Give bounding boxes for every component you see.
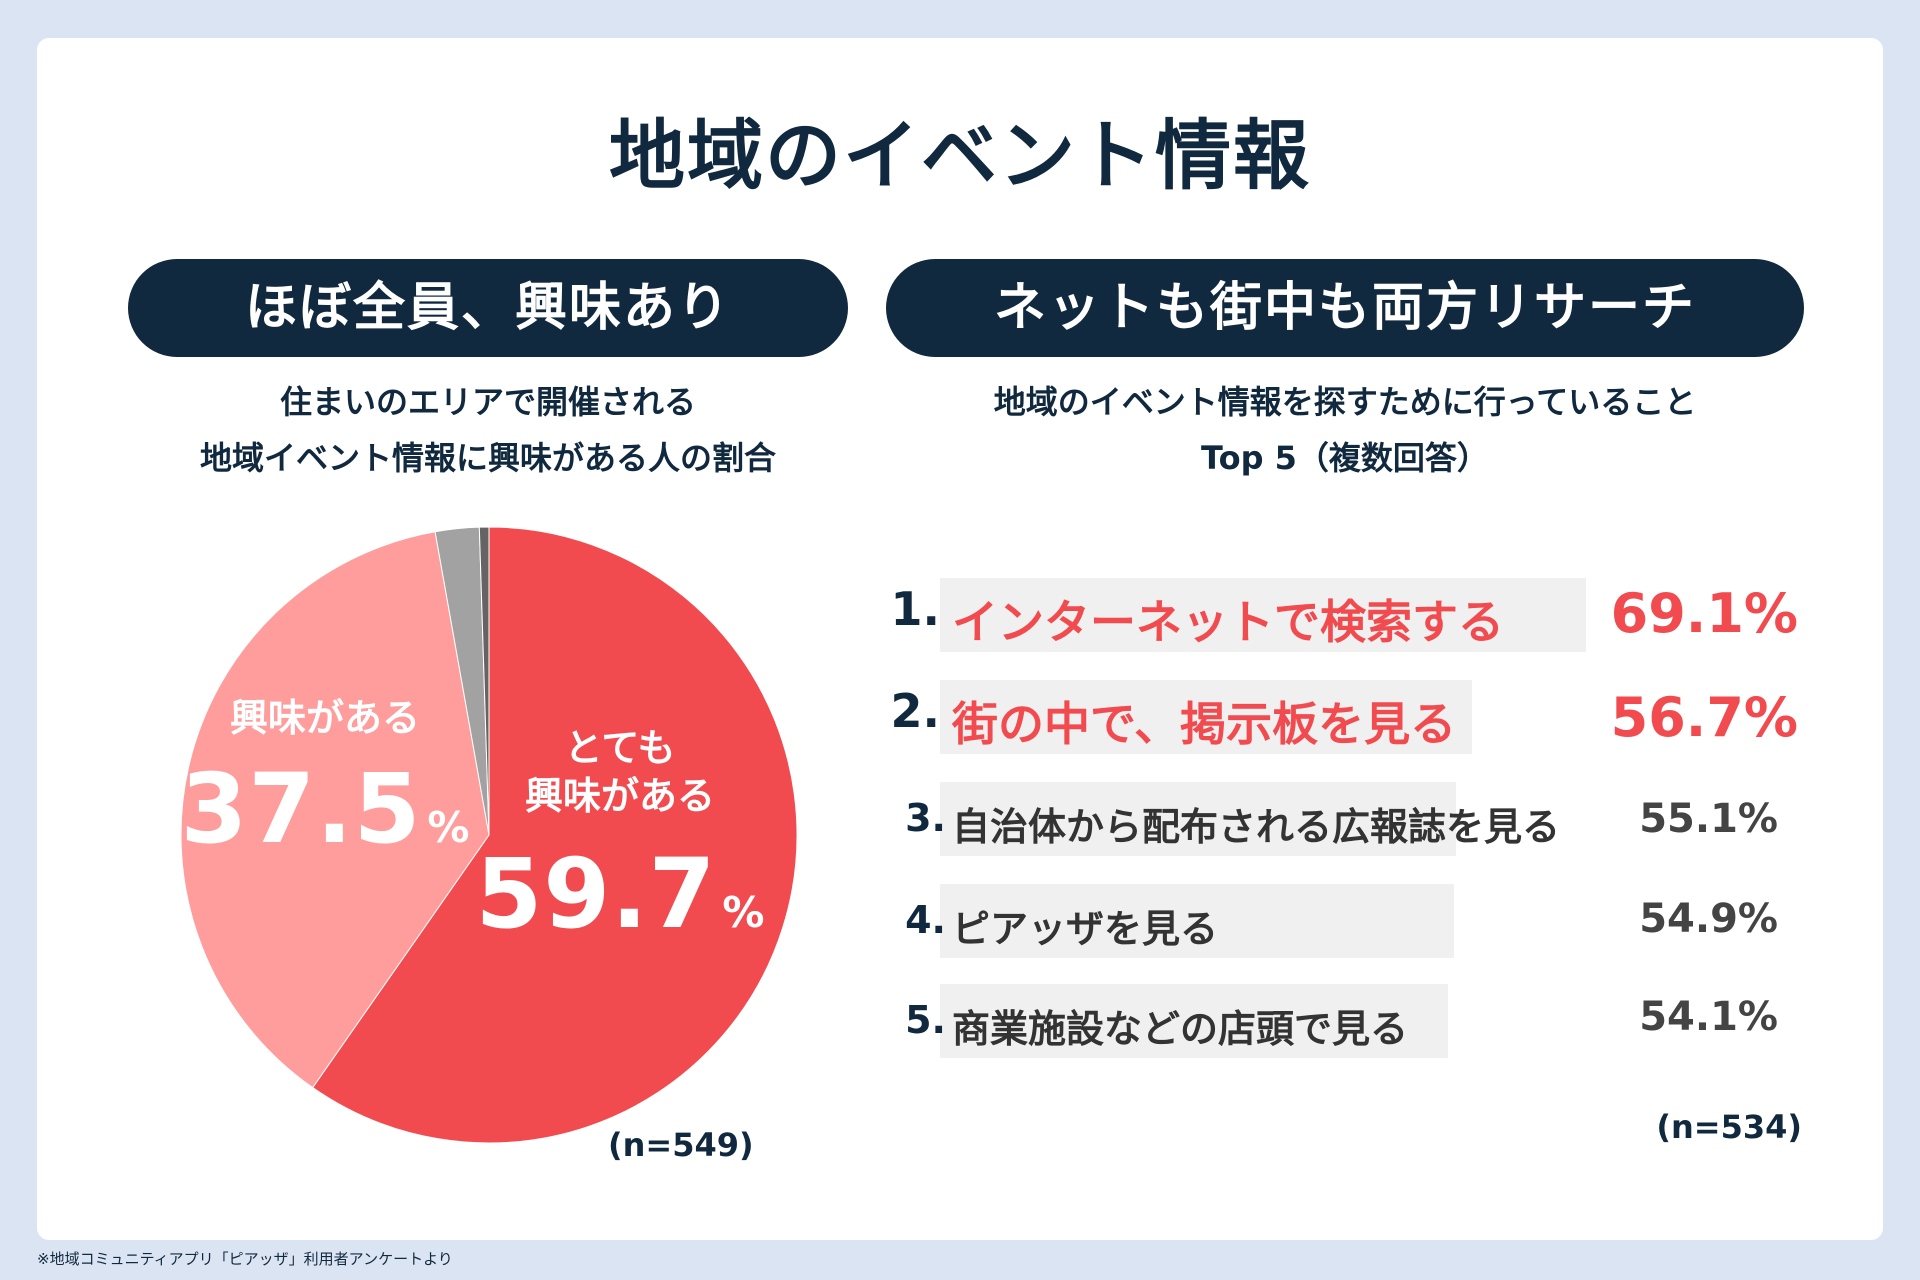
ranking-number: 1. (890, 582, 940, 636)
ranking-subtitle: 地域のイベント情報を探すために行っていること Top 5（複数回答） (886, 374, 1804, 486)
interested-value: 37.5 (180, 752, 422, 865)
ranking-bar (940, 782, 1456, 856)
pie-sample-size: (n=549) (608, 1126, 754, 1164)
ranking-percentage: 54.1% (1639, 994, 1778, 1040)
interested-text1: 興味がある (229, 696, 420, 740)
ranking-sample-size: (n=534) (1656, 1108, 1802, 1146)
ranking-bar (940, 680, 1472, 754)
ranking-row: 2. 街の中で、掲示板を見る 56.7% (0, 0, 1920, 754)
ranking-number: 3. (905, 796, 946, 840)
very-interested-value: 59.7 (475, 838, 717, 950)
slice-label-interested: 興味がある 37.5% (180, 695, 470, 869)
ranking-percentage: 54.9% (1639, 896, 1778, 942)
ranking-row: 5. 商業施設などの店頭で見る 54.1% (0, 0, 1920, 1058)
ranking-label: 商業施設などの店頭で見る (952, 1007, 1409, 1051)
left-heading-pill: ほぼ全員、興味あり (128, 259, 848, 357)
interested-unit: % (427, 802, 470, 852)
ranking-row: 3. 自治体から配布される広報誌を見る 55.1% (0, 0, 1920, 856)
ranking-percentage: 69.1% (1610, 582, 1798, 645)
pie-chart-subtitle: 住まいのエリアで開催される 地域イベント情報に興味がある人の割合 (128, 374, 848, 486)
ranking-row: 1. インターネットで検索する 69.1% (0, 0, 1920, 652)
pie-slice-dark-gray (478, 526, 490, 836)
pie-slice-interested (180, 531, 490, 1089)
ranking-subtitle-line2: Top 5（複数回答） (1201, 439, 1489, 477)
ranking-percentage: 55.1% (1639, 796, 1778, 842)
ranking-label: 街の中で、掲示板を見る (952, 697, 1457, 751)
right-heading-pill: ネットも街中も両方リサーチ (886, 259, 1804, 357)
ranking-label: 自治体から配布される広報誌を見る (952, 805, 1561, 849)
ranking-percentage: 56.7% (1610, 686, 1798, 749)
ranking-subtitle-line1: 地域のイベント情報を探すために行っていること (993, 383, 1697, 421)
footnote: ※地域コミュニティアプリ「ピアッザ」利用者アンケートより (37, 1250, 453, 1268)
ranking-number: 5. (905, 998, 946, 1042)
very-interested-text1: とても (564, 726, 676, 770)
ranking-number: 2. (890, 684, 940, 738)
very-interested-unit: % (722, 888, 765, 937)
ranking-label: ピアッザを見る (952, 907, 1219, 951)
pie-slice-very-interested (311, 526, 798, 1144)
pie-subtitle-line1: 住まいのエリアで開催される (279, 383, 696, 421)
pie-subtitle-line2: 地域イベント情報に興味がある人の割合 (199, 439, 776, 477)
ranking-label: インターネットで検索する (952, 595, 1504, 649)
ranking-bar (940, 884, 1454, 958)
ranking-bar (940, 984, 1448, 1058)
very-interested-text2: 興味がある (524, 773, 715, 818)
slice-label-very-interested: とても 興味がある 59.7% (470, 725, 770, 954)
ranking-number: 4. (905, 898, 946, 942)
ranking-bar (940, 578, 1586, 652)
page-title: 地域のイベント情報 (609, 111, 1311, 200)
ranking-row: 4. ピアッザを見る 54.9% (0, 0, 1920, 958)
